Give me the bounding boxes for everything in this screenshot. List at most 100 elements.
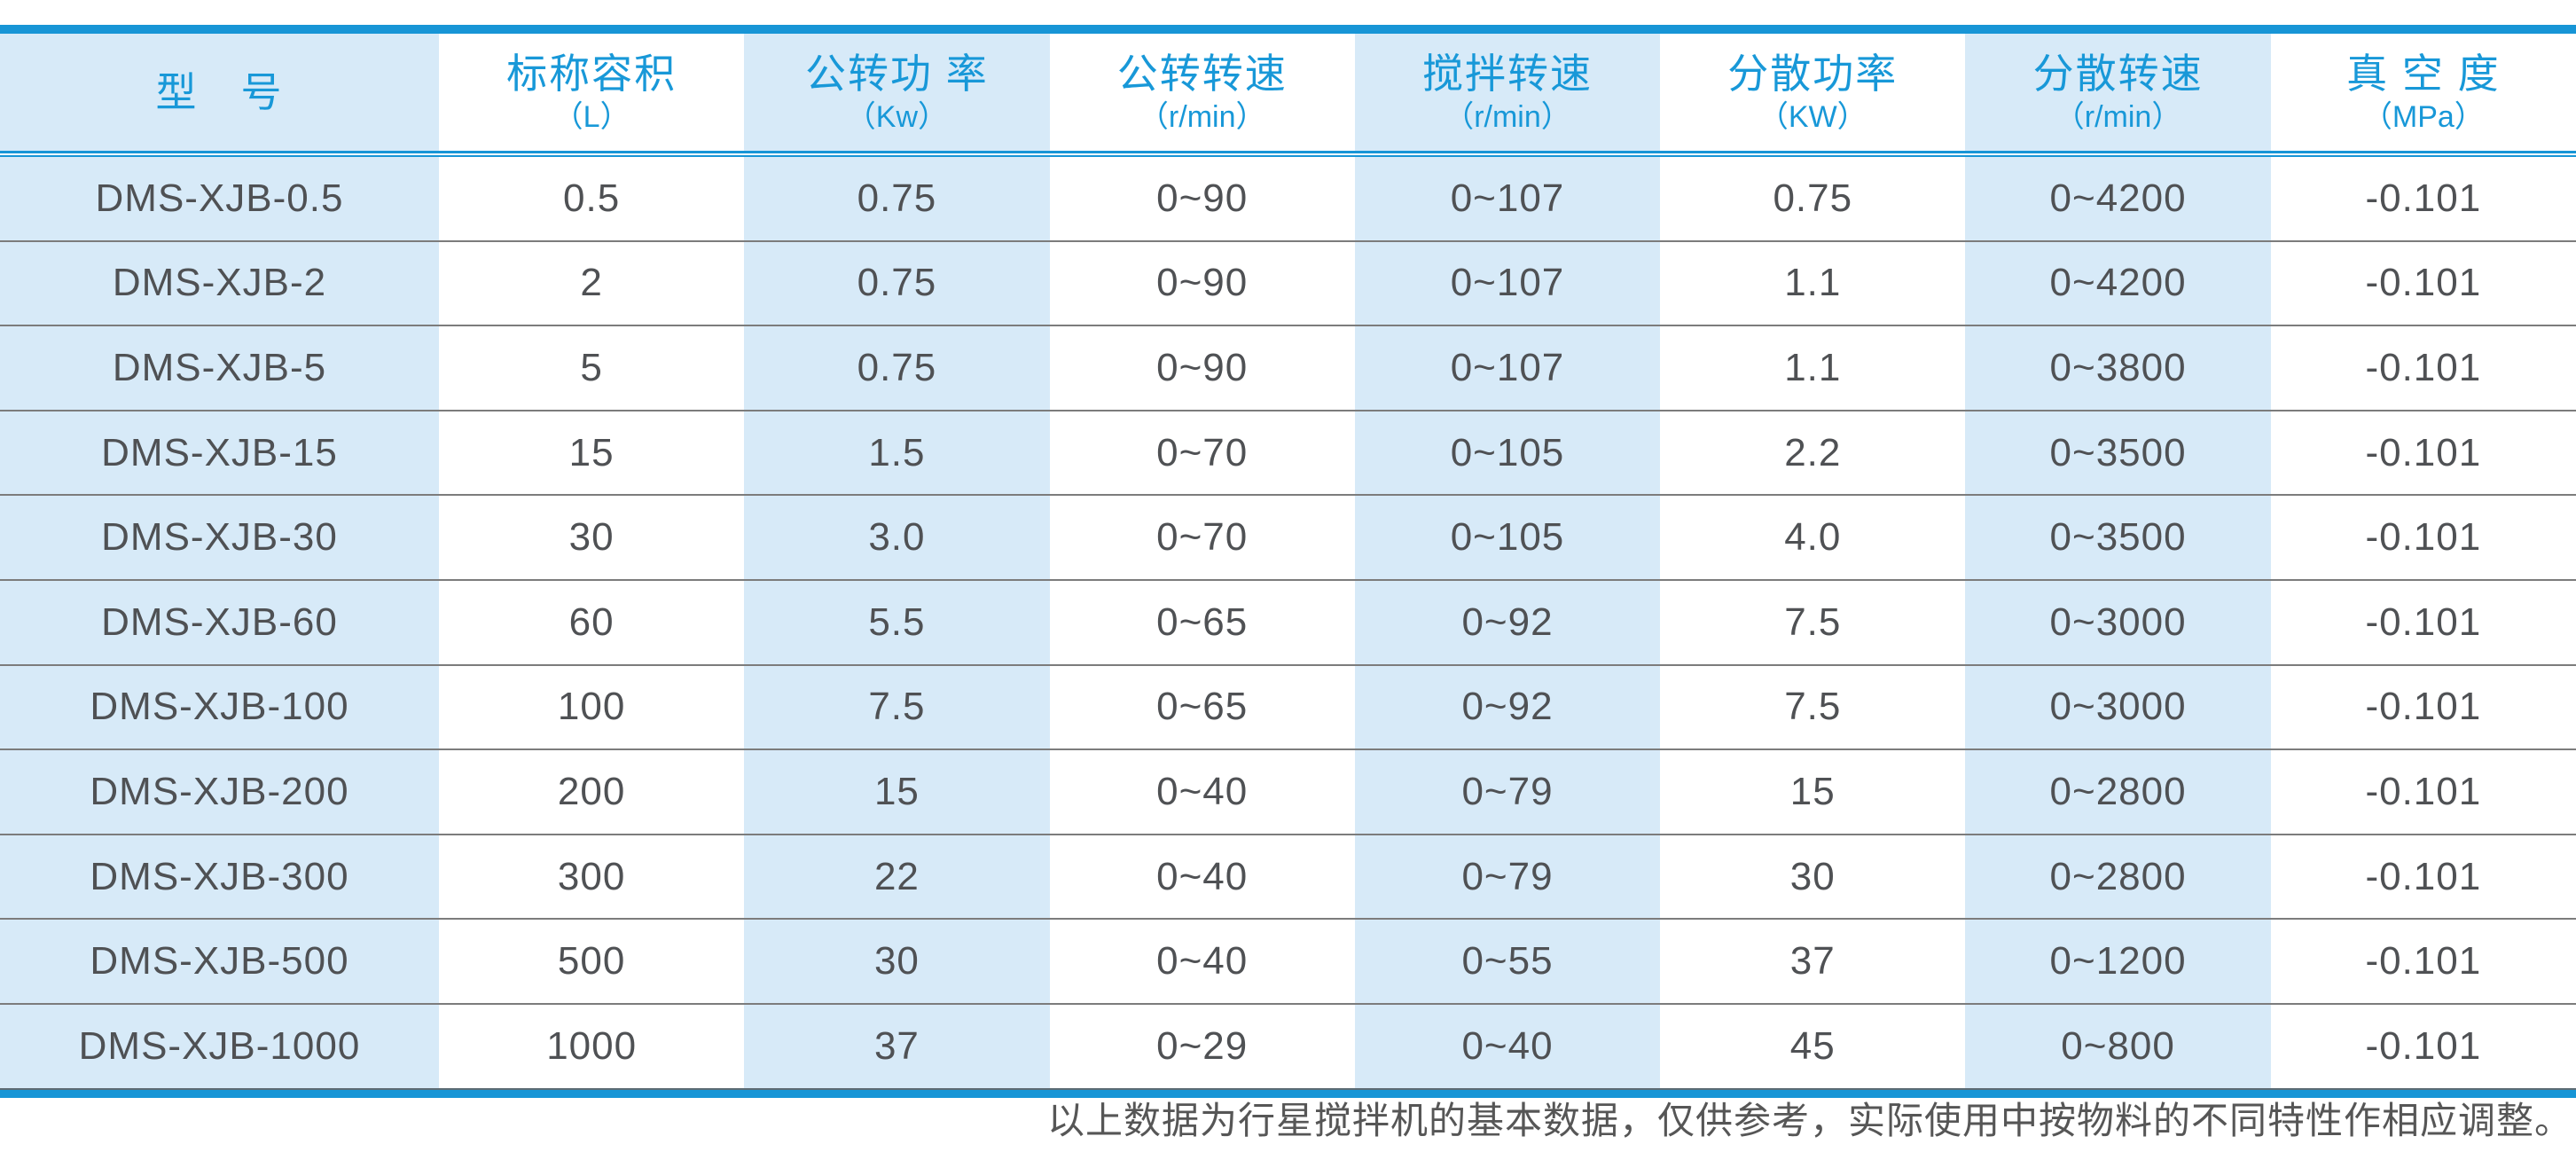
cell-revolution-power: 15 — [744, 750, 1050, 834]
column-header-nominal-volume: 标称容积 （L） — [439, 34, 744, 151]
cell-dispersing-speed: 0~2800 — [1965, 750, 2271, 834]
cell-vacuum-degree: -0.101 — [2365, 769, 2482, 813]
cell-nominal-volume: 100 — [557, 685, 626, 729]
cell-model: DMS-XJB-500 — [0, 920, 439, 1003]
cell-vacuum-degree: -0.101 — [2365, 345, 2482, 389]
cell-vacuum-degree: -0.101 — [2365, 854, 2482, 898]
cell-revolution-power: 3.0 — [744, 496, 1050, 579]
cell-revolution-power: 5.5 — [744, 580, 1050, 664]
cell-revolution-power: 7.5 — [744, 665, 1050, 749]
column-header-revolution-speed: 公转转速 （r/min） — [1050, 34, 1355, 151]
cell-nominal-volume: 500 — [557, 939, 626, 984]
cell-revolution-power: 37 — [744, 1004, 1050, 1088]
column-title: 分散转速 — [2032, 50, 2204, 97]
table-body: DMS-XJB-0.5 0.5 0.75 0~90 0~107 0.75 0~4200 -0.… — [0, 157, 2576, 1088]
cell-dispersing-power: 7.5 — [1784, 600, 1842, 644]
column-title: 真 空 度 — [2346, 50, 2501, 97]
cell-revolution-power: 0.75 — [744, 326, 1050, 410]
cell-revolution-speed: 0~65 — [1156, 685, 1249, 729]
cell-vacuum-degree: -0.101 — [2365, 685, 2482, 729]
cell-vacuum-degree: -0.101 — [2365, 600, 2482, 644]
column-title: 型 号 — [155, 68, 284, 115]
cell-dispersing-speed: 0~3500 — [1965, 496, 2271, 579]
cell-model: DMS-XJB-30 — [0, 496, 439, 579]
column-unit: （MPa） — [2361, 99, 2485, 134]
column-unit: （r/min） — [1444, 99, 1571, 134]
column-title: 标称容积 — [506, 50, 677, 97]
cell-revolution-power: 1.5 — [744, 411, 1050, 495]
cell-mixing-speed: 0~107 — [1354, 157, 1661, 240]
cell-nominal-volume: 15 — [568, 430, 615, 474]
cell-model: DMS-XJB-2 — [0, 241, 439, 325]
cell-nominal-volume: 2 — [580, 261, 603, 305]
table-header-row: 型 号标称容积 （L） 公转功 率（Kw） 公转转速 （r/min） 搅拌转速 （r/min… — [0, 34, 2576, 151]
cell-revolution-speed: 0~40 — [1156, 939, 1249, 984]
cell-model: DMS-XJB-15 — [0, 411, 439, 495]
table-row: DMS-XJB-30 30 3.0 0~70 0~105 4.0 0~3500 -0.101 — [0, 494, 2576, 579]
column-unit: （r/min） — [1138, 99, 1266, 134]
table-top-border — [0, 25, 2576, 34]
table-row: DMS-XJB-500 500 30 0~40 0~55 37 0~1200 -0.101 — [0, 918, 2576, 1003]
cell-model: DMS-XJB-100 — [0, 665, 439, 749]
column-title: 搅拌转速 — [1421, 50, 1593, 97]
column-unit: （r/min） — [2054, 99, 2182, 134]
cell-nominal-volume: 200 — [557, 769, 626, 813]
cell-revolution-speed: 0~90 — [1156, 176, 1249, 220]
cell-vacuum-degree: -0.101 — [2365, 1023, 2482, 1068]
cell-dispersing-speed: 0~4200 — [1965, 241, 2271, 325]
cell-dispersing-speed: 0~1200 — [1965, 920, 2271, 1003]
cell-nominal-volume: 5 — [580, 345, 603, 389]
column-unit: （Kw） — [845, 99, 949, 134]
header-separator — [0, 151, 2576, 157]
cell-dispersing-speed: 0~3000 — [1965, 580, 2271, 664]
column-header-mixing-speed: 搅拌转速 （r/min） — [1354, 34, 1661, 151]
cell-nominal-volume: 300 — [557, 854, 626, 898]
cell-vacuum-degree: -0.101 — [2365, 430, 2482, 474]
cell-dispersing-speed: 0~3000 — [1965, 665, 2271, 749]
cell-model: DMS-XJB-300 — [0, 835, 439, 919]
column-title: 公转转速 — [1116, 50, 1288, 97]
table-row: DMS-XJB-60 60 5.5 0~65 0~92 7.5 0~3000 -0.101 — [0, 578, 2576, 664]
column-header-dispersing-power: 分散功率 （KW） — [1660, 34, 1965, 151]
cell-vacuum-degree: -0.101 — [2365, 515, 2482, 560]
cell-revolution-speed: 0~90 — [1156, 261, 1249, 305]
cell-revolution-speed: 0~40 — [1156, 854, 1249, 898]
column-header-dispersing-speed: 分散转速 （r/min） — [1965, 34, 2271, 151]
cell-revolution-speed: 0~40 — [1156, 769, 1249, 813]
table-row: DMS-XJB-100 100 7.5 0~65 0~92 7.5 0~3000 -0.101 — [0, 663, 2576, 749]
column-title: 公转功 率 — [805, 50, 989, 97]
cell-dispersing-power: 1.1 — [1784, 261, 1842, 305]
cell-dispersing-power: 2.2 — [1784, 430, 1842, 474]
cell-dispersing-power: 30 — [1789, 854, 1836, 898]
table-row: DMS-XJB-1000 1000 37 0~29 0~40 45 0~800 -0.101 — [0, 1002, 2576, 1088]
cell-revolution-speed: 0~29 — [1156, 1023, 1249, 1068]
cell-vacuum-degree: -0.101 — [2365, 939, 2482, 984]
spec-table: 型 号标称容积 （L） 公转功 率（Kw） 公转转速 （r/min） 搅拌转速 （r/min… — [0, 25, 2576, 1098]
cell-mixing-speed: 0~92 — [1354, 665, 1661, 749]
cell-mixing-speed: 0~105 — [1354, 496, 1661, 579]
cell-dispersing-speed: 0~4200 — [1965, 157, 2271, 240]
column-title: 分散功率 — [1727, 50, 1899, 97]
cell-dispersing-power: 4.0 — [1784, 515, 1842, 560]
cell-revolution-speed: 0~70 — [1156, 430, 1249, 474]
cell-revolution-power: 0.75 — [744, 241, 1050, 325]
cell-mixing-speed: 0~107 — [1354, 241, 1661, 325]
cell-revolution-power: 30 — [744, 920, 1050, 1003]
cell-nominal-volume: 0.5 — [563, 176, 621, 220]
cell-vacuum-degree: -0.101 — [2365, 261, 2482, 305]
cell-revolution-power: 22 — [744, 835, 1050, 919]
table-row: DMS-XJB-300 300 22 0~40 0~79 30 0~2800 -0.101 — [0, 833, 2576, 919]
cell-dispersing-speed: 0~800 — [1965, 1004, 2271, 1088]
column-header-vacuum-degree: 真 空 度（MPa） — [2271, 34, 2576, 151]
cell-mixing-speed: 0~107 — [1354, 326, 1661, 410]
column-header-model: 型 号 — [0, 34, 439, 151]
table-bottom-border — [0, 1087, 2576, 1098]
cell-mixing-speed: 0~55 — [1354, 920, 1661, 1003]
cell-mixing-speed: 0~92 — [1354, 580, 1661, 664]
column-unit: （L） — [552, 99, 630, 134]
cell-nominal-volume: 60 — [568, 600, 615, 644]
cell-dispersing-speed: 0~3500 — [1965, 411, 2271, 495]
cell-vacuum-degree: -0.101 — [2365, 176, 2482, 220]
cell-dispersing-power: 0.75 — [1773, 176, 1853, 220]
